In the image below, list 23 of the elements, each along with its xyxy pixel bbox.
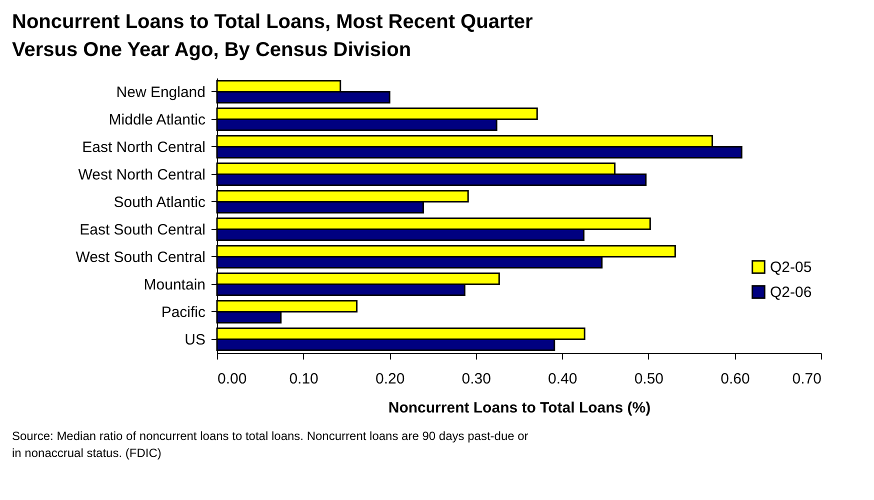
chart-title: Noncurrent Loans to Total Loans, Most Recent Quarter Versus One Year Ago, By Census Division (12, 11, 534, 61)
x-axis-title: Noncurrent Loans to Total Loans (%) (388, 400, 651, 416)
x-tick-label: 0.40 (548, 370, 578, 388)
x-tick-label: 0.70 (792, 370, 822, 388)
source-note: Source: Median ratio of noncurrent loans to total loans. Noncurrent loans are 90 days past-due or in nonaccrual status. (FDIC) (12, 429, 528, 460)
y-tick-label: South Atlantic (114, 194, 206, 211)
x-tick-label: 0.20 (375, 370, 405, 388)
y-tick-label: East South Central (80, 221, 206, 238)
x-tick-label: 0.30 (462, 370, 491, 388)
y-tick-label: US (184, 331, 206, 348)
y-tick-label: East North Central (82, 138, 206, 156)
y-tick-label: West North Central (78, 166, 206, 184)
x-tick-label: 0.00 (218, 370, 247, 388)
legend-label: Q2-05 (770, 259, 812, 276)
x-tick-label: 0.10 (289, 370, 318, 388)
x-tick-label: 0.50 (634, 370, 664, 388)
y-tick-label: West South Central (76, 248, 206, 266)
x-tick-label: 0.60 (720, 370, 750, 388)
y-tick-label: Middle Atlantic (108, 111, 206, 128)
y-tick-label: Pacific (161, 304, 206, 321)
legend-label: Q2-06 (770, 284, 812, 301)
y-tick-label: New England (116, 84, 206, 101)
y-tick-label: Mountain (144, 276, 206, 294)
